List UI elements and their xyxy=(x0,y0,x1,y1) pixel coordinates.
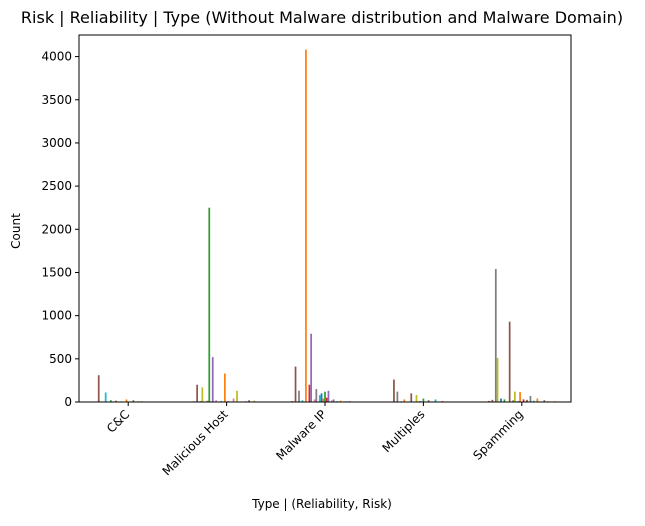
bar xyxy=(537,399,539,402)
bar xyxy=(324,392,326,402)
bar xyxy=(397,392,399,402)
y-tick-label: 1000 xyxy=(41,309,72,323)
y-axis-label: Count xyxy=(9,213,23,249)
bar xyxy=(201,387,203,402)
bar xyxy=(519,392,521,402)
y-tick-label: 2000 xyxy=(41,222,72,236)
bar xyxy=(310,334,312,402)
bar xyxy=(196,385,198,402)
bar xyxy=(326,398,328,402)
bar xyxy=(105,393,107,403)
bar xyxy=(410,393,412,402)
y-tick-label: 0 xyxy=(64,395,72,409)
bar xyxy=(416,395,418,402)
bar xyxy=(500,399,502,402)
y-tick-label: 3000 xyxy=(41,136,72,150)
bar xyxy=(208,208,210,402)
bar xyxy=(98,375,100,402)
y-tick-label: 500 xyxy=(49,352,72,366)
x-tick-label: Multiples xyxy=(379,407,427,455)
bar xyxy=(305,50,307,402)
plot-layer xyxy=(91,50,559,402)
bar xyxy=(295,367,297,402)
bar xyxy=(497,358,499,402)
plot-frame xyxy=(79,35,571,402)
bar xyxy=(233,399,235,402)
bar xyxy=(224,374,226,403)
bar xyxy=(322,399,324,402)
chart-title: Risk | Reliability | Type (Without Malwa… xyxy=(21,8,623,27)
bar xyxy=(315,389,317,402)
bar xyxy=(328,391,330,402)
y-tick-label: 2500 xyxy=(41,179,72,193)
bar xyxy=(423,399,425,402)
x-tick-label: Malware IP xyxy=(273,407,329,463)
x-tick-label: Spamming xyxy=(470,407,526,463)
y-tick-label: 4000 xyxy=(41,50,72,64)
bar xyxy=(393,380,395,402)
x-tick-label: Malicious Host xyxy=(160,407,231,478)
bar xyxy=(495,269,497,402)
bar xyxy=(309,385,311,402)
x-axis-label: Type | (Reliability, Risk) xyxy=(251,497,392,511)
y-tick-label: 1500 xyxy=(41,265,72,279)
bar xyxy=(514,392,516,402)
bar xyxy=(212,357,214,402)
bar xyxy=(236,391,238,402)
bar xyxy=(298,391,300,402)
y-tick-label: 3500 xyxy=(41,93,72,107)
bar xyxy=(319,395,321,402)
x-tick-label: C&C xyxy=(104,407,132,435)
bar xyxy=(530,396,532,402)
bar xyxy=(509,322,511,402)
bar xyxy=(321,393,323,402)
